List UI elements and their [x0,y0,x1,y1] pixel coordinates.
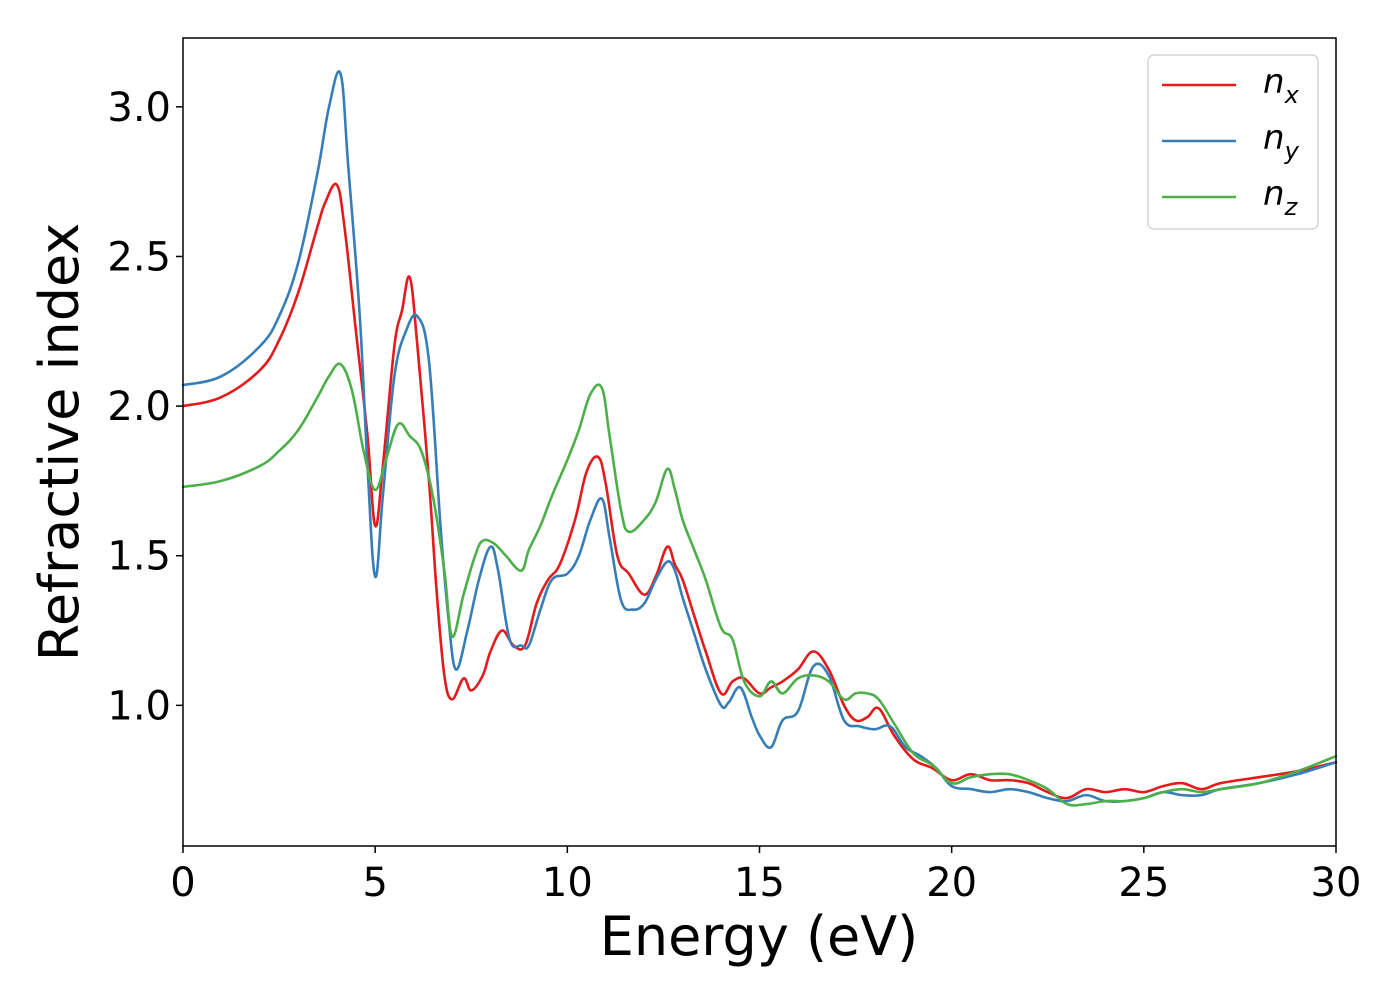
x-tick-label: 15 [734,860,785,906]
x-tick-label: 20 [926,860,977,906]
legend-label-x: nx [1263,62,1300,109]
y-tick-label: 1.5 [107,534,171,580]
legend: nx ny nz [1147,54,1319,230]
y-tick-label: 2.0 [107,384,171,430]
y-axis: 1.0 1.5 2.0 2.5 3.0 [107,85,183,729]
x-axis-title: Energy (eV) [600,905,919,968]
y-tick-label: 2.5 [107,234,171,280]
y-tick-label: 1.0 [107,683,171,729]
y-tick-label: 3.0 [107,85,171,131]
x-tick-label: 0 [170,860,195,906]
legend-entries: nx ny nz [1162,62,1300,221]
x-tick-label: 30 [1311,860,1362,906]
x-tick-label: 10 [542,860,593,906]
series-line-y [181,70,1338,804]
y-axis-title: Refractive index [28,223,91,662]
legend-label-z: nz [1263,174,1299,221]
series-layer [181,70,1338,807]
x-tick-label: 25 [1118,860,1169,906]
x-axis: 0 5 10 15 20 25 30 [170,846,1361,906]
x-tick-label: 5 [362,860,387,906]
series-line-z [181,362,1338,807]
legend-label-y: ny [1263,118,1300,165]
series-line-x [181,182,1338,800]
